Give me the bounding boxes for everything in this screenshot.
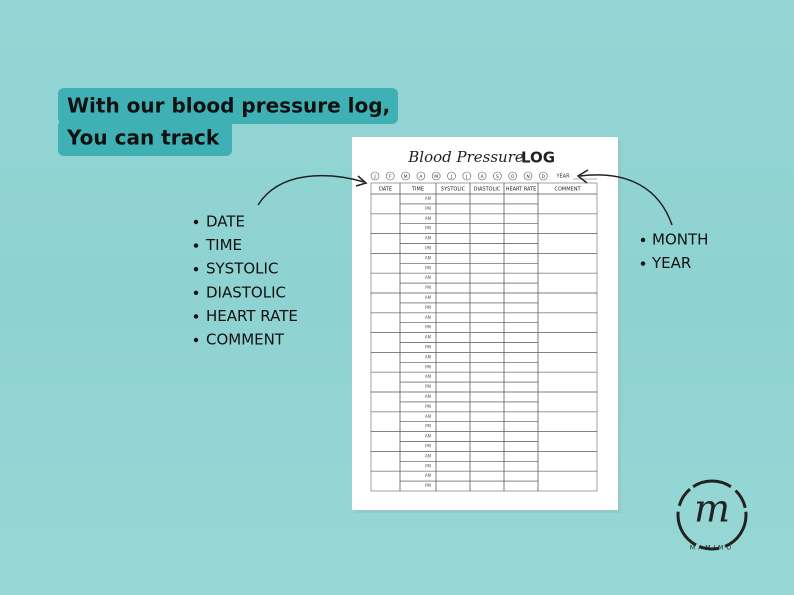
month-letter: M [434, 174, 438, 180]
time-slot: AM [425, 275, 432, 280]
bullet [193, 219, 199, 225]
sheet-title: Blood Pressure [407, 148, 524, 166]
header-label: DIASTOLIC [474, 186, 501, 192]
month-circle [523, 171, 533, 181]
time-slot: PM [425, 206, 431, 211]
time-slot: AM [425, 414, 432, 419]
year-label: YEAR [555, 174, 570, 180]
month-circle [462, 171, 472, 181]
month-circle [370, 171, 380, 181]
header-label: HEART RATE [506, 186, 537, 192]
month-letter: J [465, 174, 467, 180]
arrow [257, 174, 365, 206]
arrow-head [576, 169, 589, 184]
time-slot: AM [425, 434, 432, 439]
headline: With our blood pressure log, [67, 94, 390, 118]
month-circle [401, 171, 410, 181]
list-item: DATE [206, 213, 245, 231]
time-slot: PM [425, 483, 431, 488]
time-slot: PM [425, 344, 431, 349]
headline-box [58, 120, 232, 156]
time-slot: AM [425, 295, 432, 300]
time-slot: PM [425, 384, 431, 389]
arrow [579, 174, 673, 226]
list-item: DIASTOLIC [206, 283, 286, 301]
month-letter: O [511, 174, 515, 180]
logo-name: MAMIMO [690, 545, 734, 552]
generated: DATE TIME SYSTOLIC DIASTOLIC HEART RATE COMME… [193, 171, 708, 492]
time-slot: AM [425, 216, 432, 221]
month-circle [447, 171, 456, 181]
bullet [640, 237, 646, 243]
logo-mark: m [694, 487, 730, 531]
time-slot: PM [425, 305, 431, 310]
time-slot: AM [425, 453, 432, 458]
logo-ring [676, 479, 748, 551]
header-label: TIME [411, 186, 424, 192]
list-item: SYSTOLIC [206, 260, 278, 278]
time-slot: AM [425, 374, 432, 379]
sheet-title: LOG [521, 149, 555, 167]
time-slot: PM [425, 325, 431, 330]
month-circle [477, 171, 487, 181]
bullet [193, 267, 199, 272]
time-slot: PM [425, 265, 431, 270]
month-letter: N [526, 174, 529, 180]
time-slot: PM [425, 463, 431, 468]
month-letter: J [450, 174, 452, 180]
time-slot: AM [425, 335, 432, 340]
list-item: MONTH [652, 231, 708, 249]
month-letter: D [542, 174, 546, 180]
time-slot: AM [425, 236, 432, 241]
month-circle [538, 171, 548, 181]
bullet [193, 337, 199, 343]
arrow-head [355, 175, 368, 187]
headline: You can track [66, 126, 220, 150]
month-letter: J [373, 174, 375, 180]
month-letter: S [496, 174, 499, 180]
month-circle [508, 171, 518, 181]
bullet [193, 243, 199, 248]
time-slot: PM [425, 285, 431, 290]
time-slot: AM [425, 196, 432, 201]
list-item: TIME [205, 236, 242, 254]
time-slot: AM [425, 255, 432, 260]
time-slot: AM [425, 354, 432, 359]
time-slot: PM [425, 245, 431, 250]
month-letter: A [419, 174, 423, 180]
header-label: COMMENT [554, 186, 581, 192]
time-slot: PM [425, 424, 431, 429]
bullet [193, 314, 199, 319]
bullet [193, 290, 199, 295]
time-slot: AM [425, 473, 432, 478]
month-letter: A [481, 174, 485, 180]
time-slot: PM [425, 364, 431, 369]
time-slot: AM [425, 315, 432, 320]
list-item: YEAR [651, 254, 691, 272]
header-label: SYSTOLIC [441, 186, 466, 192]
time-slot: PM [425, 226, 431, 231]
time-slot: PM [425, 443, 431, 448]
list-item: HEART RATE [206, 307, 298, 325]
headline-box [58, 88, 398, 124]
cell [503, 480, 539, 492]
month-circle [385, 171, 395, 181]
month-circle [493, 171, 502, 181]
month-letter: M [404, 174, 408, 180]
month-circle [431, 171, 441, 181]
month-circle [416, 171, 426, 181]
bullet [640, 261, 646, 266]
time-slot: AM [425, 394, 432, 399]
header-label: DATE [379, 186, 392, 192]
sheet [352, 137, 618, 510]
time-slot: PM [425, 404, 431, 409]
month-letter: F [389, 174, 392, 180]
list-item: COMMENT [206, 331, 285, 349]
